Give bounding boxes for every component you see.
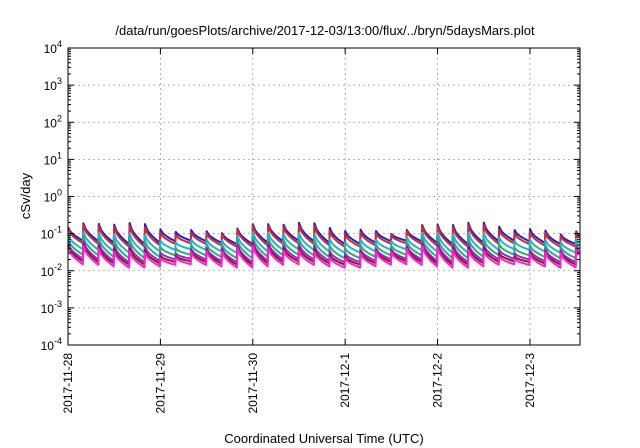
y-tick-exponent: -4 [54,336,62,346]
y-tick-base: 10 [44,116,58,130]
y-tick-base: 10 [41,302,55,316]
y-tick-exponent: -3 [54,299,62,309]
y-tick-base: 10 [44,42,58,56]
x-tick-label: 2017-11-30 [246,353,260,414]
y-tick-exponent: 1 [57,150,62,160]
y-tick-exponent: -1 [54,225,62,235]
x-tick-label: 2017-12-2 [431,353,445,408]
y-tick-exponent: 4 [57,39,62,49]
y-tick-label: 10-3 [41,299,62,316]
x-tick-label: 2017-11-29 [153,353,167,414]
y-tick-base: 10 [44,79,58,93]
y-axis-label: cSv/day [18,172,33,219]
x-tick-label: 2017-12-1 [338,353,352,408]
series-line-2 [67,230,580,254]
y-tick-label: 100 [44,188,62,205]
series-line-0 [67,221,580,245]
y-tick-label: 102 [44,113,62,130]
series-line-6 [67,244,580,269]
y-tick-label: 10-2 [41,262,62,279]
chart-title: /data/run/goesPlots/archive/2017-12-03/1… [115,23,535,38]
series-line-3 [67,235,580,260]
series-layer [67,221,580,269]
y-tick-base: 10 [44,153,58,167]
series-line-1 [67,224,580,248]
x-axis-label: Coordinated Universal Time (UTC) [224,431,423,446]
y-tick-base: 10 [44,191,58,205]
y-tick-base: 10 [41,339,55,353]
y-tick-exponent: -2 [54,262,62,272]
y-tick-label: 101 [44,150,62,167]
series-line-4 [67,240,580,264]
y-tick-base: 10 [41,228,55,242]
y-tick-label: 10-4 [41,336,62,353]
series-line-5 [67,242,580,266]
y-tick-exponent: 2 [57,113,62,123]
x-tick-label: 2017-12-3 [523,353,537,408]
y-tick-label: 104 [44,39,62,56]
y-tick-base: 10 [41,265,55,279]
y-tick-exponent: 3 [57,76,62,86]
x-tick-label: 2017-11-28 [61,353,75,414]
grid [68,48,580,345]
y-tick-label: 103 [44,76,62,93]
x-axis: 2017-11-28 2017-11-29 2017-11-30 2017-12-1 2… [61,48,537,414]
y-tick-label: 10-1 [41,225,62,242]
y-tick-exponent: 0 [57,188,62,198]
